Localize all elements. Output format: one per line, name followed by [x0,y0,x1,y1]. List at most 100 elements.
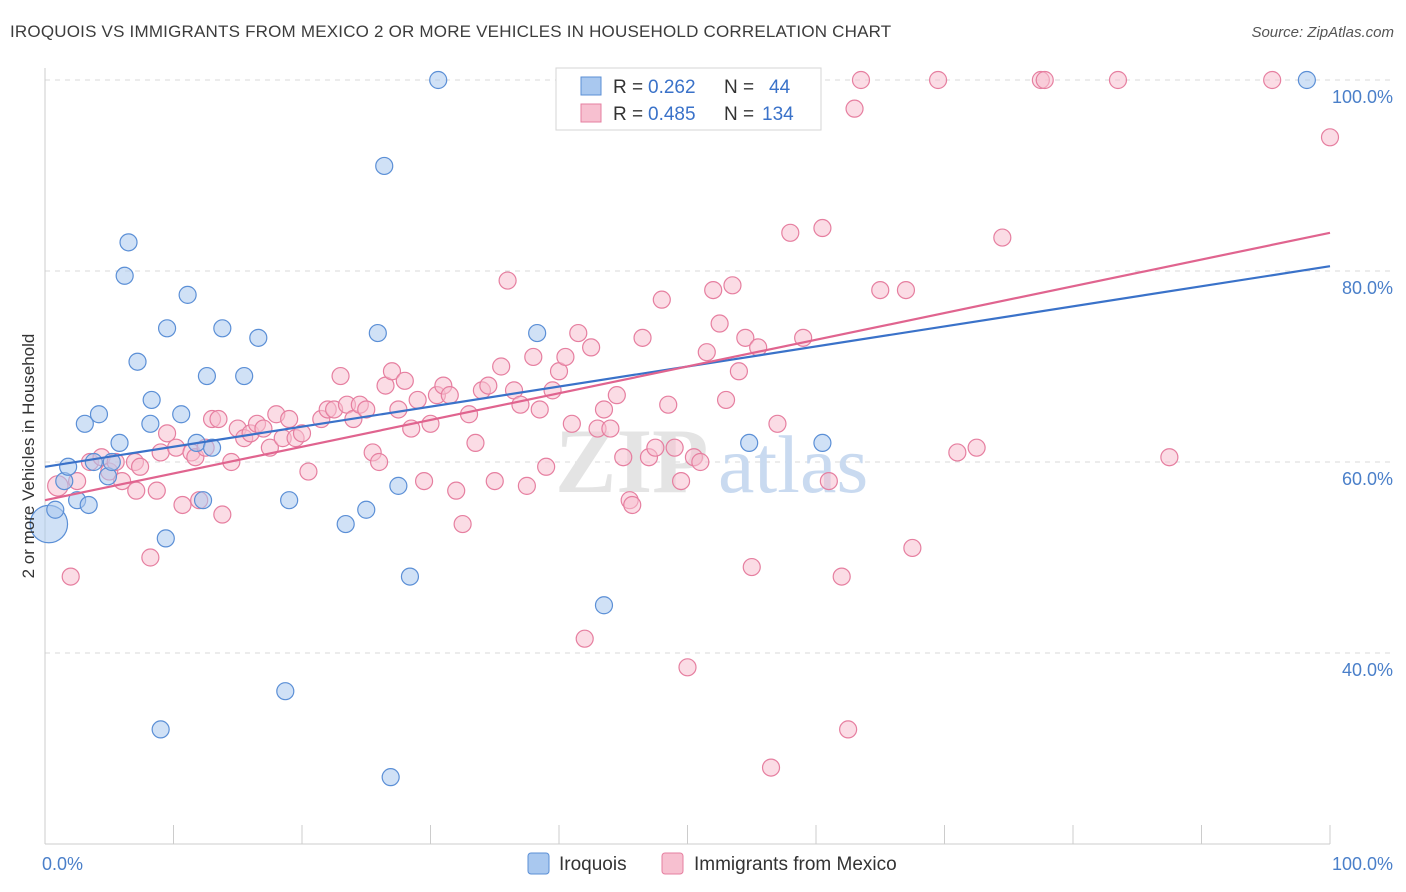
data-point [331,366,350,386]
x-tick-label: 0.0% [42,854,83,874]
data-point [594,596,614,615]
data-point [61,567,80,586]
data-point [832,567,851,586]
series-legend-swatch-mexico [661,852,684,875]
data-point [151,443,170,462]
data-point [556,347,575,367]
data-point [691,452,710,472]
data-point [575,629,594,648]
data-point [524,347,543,367]
data-point [209,409,228,429]
data-point [671,472,691,491]
data-point [280,409,299,429]
legend-r-label-mexico: R = [613,104,643,125]
trendlines [44,231,1331,502]
data-point [607,386,626,405]
data-point [110,433,129,452]
data-point [375,156,394,176]
data-point [530,400,549,419]
data-point [429,70,448,90]
data-point [678,658,697,677]
legend-r-value-mexico: 0.485 [648,104,696,125]
legend-n-value-iroquois: 44 [769,77,791,98]
data-point [357,400,376,419]
data-point [582,338,601,357]
data-point [151,720,170,739]
data-point [716,390,736,410]
data-point [517,476,536,495]
data-point [903,538,922,558]
data-point [235,366,254,386]
data-point [1320,128,1340,147]
data-point [46,500,65,519]
y-tick-label: 40.0% [1342,660,1393,680]
data-point [156,529,175,548]
legend-n-label-mexico: N = [724,104,754,125]
data-point [389,400,408,419]
x-tick-labels: 0.0% 100.0% [42,854,1393,874]
data-point [492,357,511,376]
legend-r-label-iroquois: R = [613,77,643,98]
y-axis-title: 2 or more Vehicles in Household [19,334,38,579]
data-point [141,414,160,433]
data-point [213,319,232,338]
data-point [130,457,150,476]
data-point [1108,70,1128,90]
data-point [871,281,890,300]
data-point [839,720,858,739]
stats-legend: R = 0.262 N = 44 R = 0.485 N = 134 [555,67,822,131]
data-point [562,414,581,433]
data-point [528,323,547,343]
data-point [202,438,222,457]
y-tick-label: 80.0% [1342,278,1393,298]
legend-n-label-iroquois: N = [724,77,754,98]
data-point [336,514,355,534]
data-point [511,395,530,414]
data-point [813,433,832,452]
data-point [127,481,146,500]
gridlines [45,79,1392,654]
data-point [178,285,197,304]
data-point [84,452,103,472]
data-point [75,414,94,433]
data-point [381,768,400,787]
data-point [729,362,749,381]
data-point [157,424,177,443]
legend-swatch-iroquois [580,76,602,96]
legend-n-value-mexico: 134 [762,104,794,125]
data-point [453,514,472,534]
data-point [498,271,517,290]
data-point [710,314,729,333]
data-point [389,476,408,495]
data-point [614,448,633,467]
data-point [414,472,434,491]
data-point [761,758,781,777]
data-point [141,548,160,567]
data-point [249,328,268,347]
data-point [646,438,665,457]
data-point [193,491,213,510]
data-point [157,319,177,338]
data-point [172,405,191,424]
watermark-atlas: atlas [718,419,868,510]
data-point [623,495,642,515]
data-point [659,395,678,414]
series-legend-label-iroquois: Iroquois [559,854,627,875]
data-point [147,481,166,500]
series-iroquois [29,70,1316,787]
data-point [142,390,161,410]
y-tick-labels: 40.0% 60.0% 80.0% 100.0% [1332,87,1393,680]
series-legend-label-mexico: Immigrants from Mexico [694,854,897,875]
data-point [697,343,716,362]
data-point [299,462,318,481]
data-point [781,223,800,242]
series-legend: Iroquois Immigrants from Mexico [527,852,897,875]
data-point [447,481,466,500]
y-tick-label: 60.0% [1342,469,1393,489]
data-point [851,70,871,90]
x-tick-label: 100.0% [1332,854,1393,874]
data-point [768,414,787,433]
data-point [395,371,414,390]
data-point [382,362,402,381]
